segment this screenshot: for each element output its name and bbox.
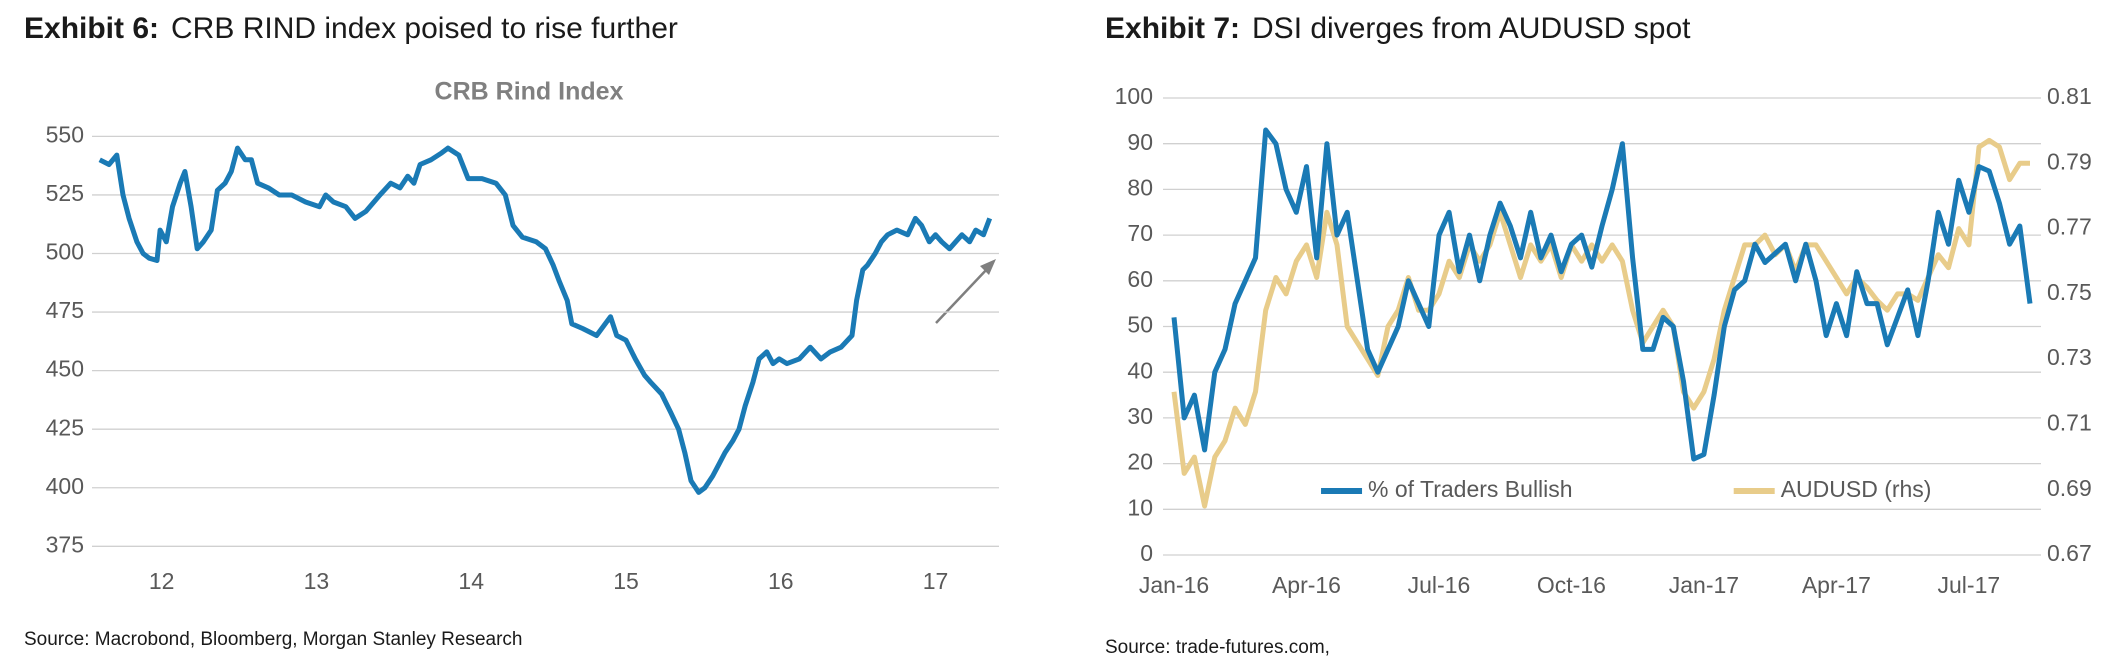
y-tick-label: 375 (46, 531, 84, 557)
exhibit-6-heading: Exhibit 6: CRB RIND index poised to rise … (24, 12, 678, 45)
source-note: Source: trade-futures.com, (1105, 637, 1330, 658)
y-tick-label: 50 (1127, 312, 1153, 338)
y-tick-label: 500 (46, 239, 84, 265)
y-tick-label: 525 (46, 180, 84, 206)
source-note: Source: Macrobond, Bloomberg, Morgan Sta… (24, 629, 522, 650)
exhibit-label: Exhibit 7: (1105, 12, 1240, 45)
y-tick-label: 400 (46, 473, 84, 499)
y-tick-label: 20 (1127, 449, 1153, 475)
y2-tick-label: 0.67 (2047, 540, 2092, 566)
y2-tick-label: 0.69 (2047, 475, 2092, 501)
exhibit-7-heading: Exhibit 7: DSI diverges from AUDUSD spot (1105, 12, 1691, 45)
x-tick-label: 17 (923, 568, 949, 594)
y-tick-label: 100 (1115, 83, 1153, 109)
y-tick-label: 60 (1127, 266, 1153, 292)
data-line (1171, 127, 2033, 462)
y2-tick-label: 0.75 (2047, 279, 2092, 305)
x-tick-label: 14 (458, 568, 484, 594)
chart-title: DSI diverges from AUDUSD spot (1252, 12, 1691, 45)
x-tick-label: 13 (304, 568, 330, 594)
y-tick-label: 550 (46, 121, 84, 147)
chart-title: CRB RIND index poised to rise further (171, 12, 678, 45)
x-tick-label: Apr-16 (1272, 572, 1341, 598)
chart-subtitle: CRB Rind Index (435, 78, 624, 106)
y-tick-label: 0 (1140, 540, 1153, 566)
arrow-head (980, 259, 996, 275)
y2-tick-label: 0.81 (2047, 83, 2092, 109)
x-tick-label: Oct-16 (1537, 572, 1606, 598)
data-line (1171, 137, 2030, 509)
y2-tick-label: 0.79 (2047, 148, 2092, 174)
y-tick-label: 70 (1127, 220, 1153, 246)
exhibit-label: Exhibit 6: (24, 12, 159, 45)
legend-label: AUDUSD (rhs) (1781, 476, 1932, 502)
x-tick-label: Jul-17 (1938, 572, 2001, 598)
trend-arrow (935, 259, 996, 324)
x-tick-label: 15 (613, 568, 639, 594)
x-tick-label: 16 (768, 568, 794, 594)
y-tick-label: 425 (46, 414, 84, 440)
data-line (98, 145, 993, 495)
arrow-shaft (935, 267, 989, 324)
y-tick-label: 10 (1127, 494, 1153, 520)
x-tick-label: Jan-17 (1669, 572, 1739, 598)
y2-tick-label: 0.77 (2047, 214, 2092, 240)
y-tick-label: 30 (1127, 403, 1153, 429)
y-tick-label: 90 (1127, 129, 1153, 155)
legend-label: % of Traders Bullish (1368, 476, 1573, 502)
x-tick-label: 12 (149, 568, 175, 594)
x-tick-label: Jan-16 (1139, 572, 1209, 598)
y-tick-label: 40 (1127, 357, 1153, 383)
x-tick-label: Jul-16 (1408, 572, 1471, 598)
x-tick-label: Apr-17 (1802, 572, 1871, 598)
y2-tick-label: 0.73 (2047, 344, 2092, 370)
y-tick-label: 450 (46, 356, 84, 382)
y2-tick-label: 0.71 (2047, 410, 2092, 436)
y-tick-label: 475 (46, 297, 84, 323)
y-tick-label: 80 (1127, 174, 1153, 200)
